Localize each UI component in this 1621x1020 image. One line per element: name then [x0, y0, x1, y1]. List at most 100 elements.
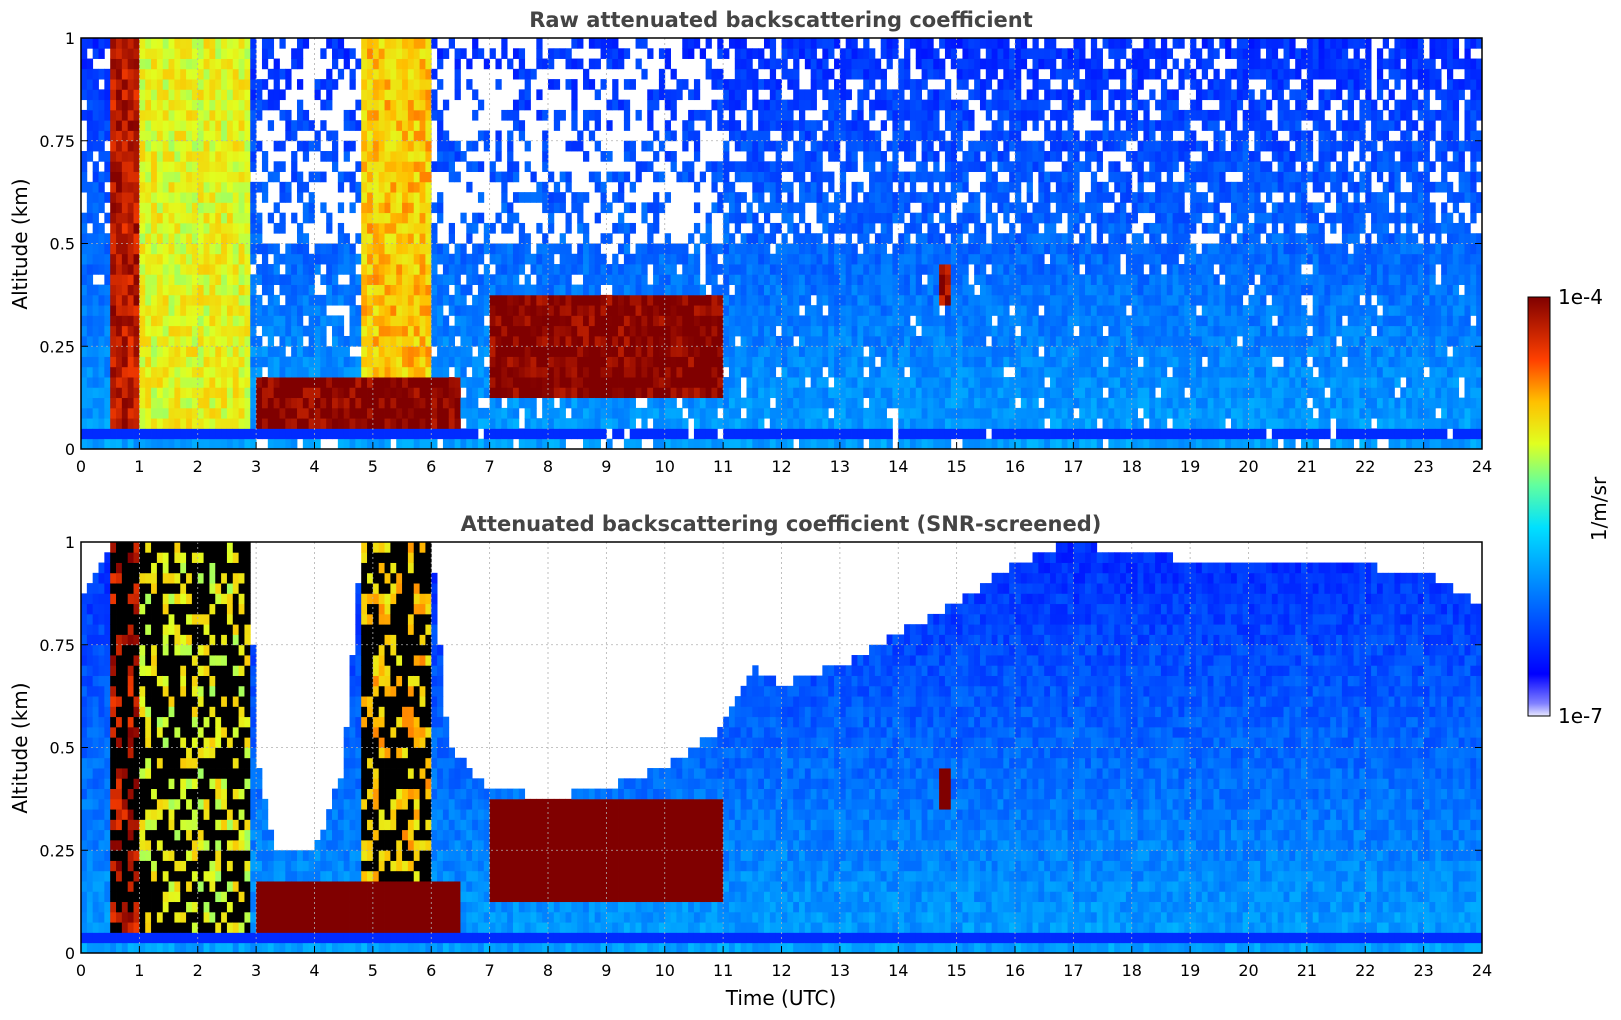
heatmap-cell [139, 212, 146, 224]
heatmap-cell [407, 181, 415, 193]
heatmap-cell [425, 181, 432, 193]
heatmap-cell [939, 387, 946, 399]
heatmap-cell [232, 212, 240, 224]
heatmap-cell [151, 202, 158, 214]
heatmap-cell [688, 109, 695, 121]
heatmap-cell [332, 58, 339, 70]
heatmap-cell [991, 356, 998, 368]
heatmap-cell [320, 120, 327, 131]
heatmap-cell [156, 68, 164, 80]
heatmap-cell [921, 346, 928, 357]
heatmap-cell [909, 171, 917, 183]
heatmap-cell [221, 356, 228, 368]
heatmap-cell [110, 428, 117, 440]
heatmap-cell [822, 243, 829, 255]
heatmap-cell [693, 305, 701, 316]
heatmap-cell [215, 68, 222, 80]
heatmap-cell [647, 305, 654, 316]
heatmap-cell [606, 346, 613, 357]
heatmap-cell [635, 387, 642, 399]
heatmap-cell [384, 109, 391, 121]
heatmap-cell [641, 325, 648, 337]
heatmap-cell [758, 171, 765, 183]
heatmap-cell [215, 274, 222, 285]
heatmap-cell [752, 284, 759, 296]
heatmap-cell [483, 377, 491, 388]
heatmap-cell [927, 192, 934, 203]
heatmap-cell [717, 305, 724, 316]
heatmap-cell [851, 274, 858, 285]
heatmap-cell [565, 325, 572, 337]
heatmap-cell [501, 181, 508, 193]
heatmap-cell [676, 243, 683, 255]
heatmap-cell [664, 48, 671, 59]
heatmap-cell [577, 325, 584, 337]
heatmap-cell [530, 264, 537, 275]
heatmap-cell [116, 130, 123, 142]
heatmap-cell [308, 212, 315, 224]
heatmap-cell [921, 377, 928, 388]
heatmap-cells [81, 38, 1483, 450]
heatmap-cell [180, 58, 187, 70]
heatmap-cell [834, 253, 841, 265]
heatmap-cell [501, 48, 508, 59]
heatmap-cell [92, 38, 99, 49]
heatmap-cell [828, 38, 835, 49]
heatmap-cell [127, 346, 134, 357]
heatmap-cell [647, 335, 654, 347]
heatmap-cell [378, 253, 385, 265]
heatmap-cell [939, 243, 946, 255]
heatmap-cell [174, 428, 181, 440]
heatmap-cell [822, 130, 829, 142]
heatmap-cell [594, 397, 601, 409]
heatmap-cell [542, 335, 549, 347]
heatmap-cell [454, 315, 461, 327]
heatmap-cell [828, 346, 835, 357]
heatmap-cell [407, 407, 415, 419]
heatmap-cell [250, 140, 257, 152]
heatmap-cell [454, 428, 461, 440]
heatmap-cell [121, 151, 129, 162]
heatmap-cell [320, 315, 327, 327]
heatmap-cell [308, 438, 315, 450]
heatmap-cell [203, 120, 210, 131]
heatmap-cell [834, 346, 841, 357]
heatmap-cell [232, 243, 240, 255]
heatmap-cell [384, 325, 391, 337]
heatmap-cell [454, 387, 461, 399]
heatmap-cell [396, 202, 403, 214]
heatmap-cell [828, 356, 835, 368]
heatmap-cell [372, 294, 380, 306]
heatmap-cell [203, 222, 210, 234]
heatmap-cell [985, 397, 993, 409]
heatmap-cell [740, 243, 747, 255]
heatmap-cell [81, 397, 88, 409]
heatmap-cell [688, 274, 695, 285]
heatmap-cell [221, 366, 228, 378]
heatmap-cell [402, 130, 409, 142]
heatmap-cell [127, 48, 134, 59]
heatmap-cell [437, 407, 444, 419]
heatmap-cell [168, 181, 175, 193]
heatmap-cell [944, 253, 952, 265]
heatmap-cell [869, 243, 876, 255]
heatmap-cell [372, 253, 380, 265]
heatmap-cell [933, 202, 940, 214]
heatmap-cell [618, 212, 625, 224]
heatmap-cell [261, 407, 269, 419]
heatmap-cell [390, 335, 397, 347]
heatmap-cell [769, 222, 777, 234]
heatmap-cell [787, 120, 794, 131]
heatmap-cell [693, 222, 701, 234]
heatmap-cell [752, 161, 759, 172]
heatmap-cell [349, 428, 356, 440]
heatmap-cell [921, 38, 928, 49]
heatmap-cell [880, 335, 887, 347]
heatmap-cell [162, 89, 169, 101]
heatmap-cell [968, 407, 975, 419]
heatmap-cell [518, 438, 526, 450]
heatmap-cell [705, 356, 712, 368]
heatmap-cell [244, 140, 251, 152]
heatmap-cell [915, 58, 922, 70]
heatmap-cell [915, 99, 922, 111]
